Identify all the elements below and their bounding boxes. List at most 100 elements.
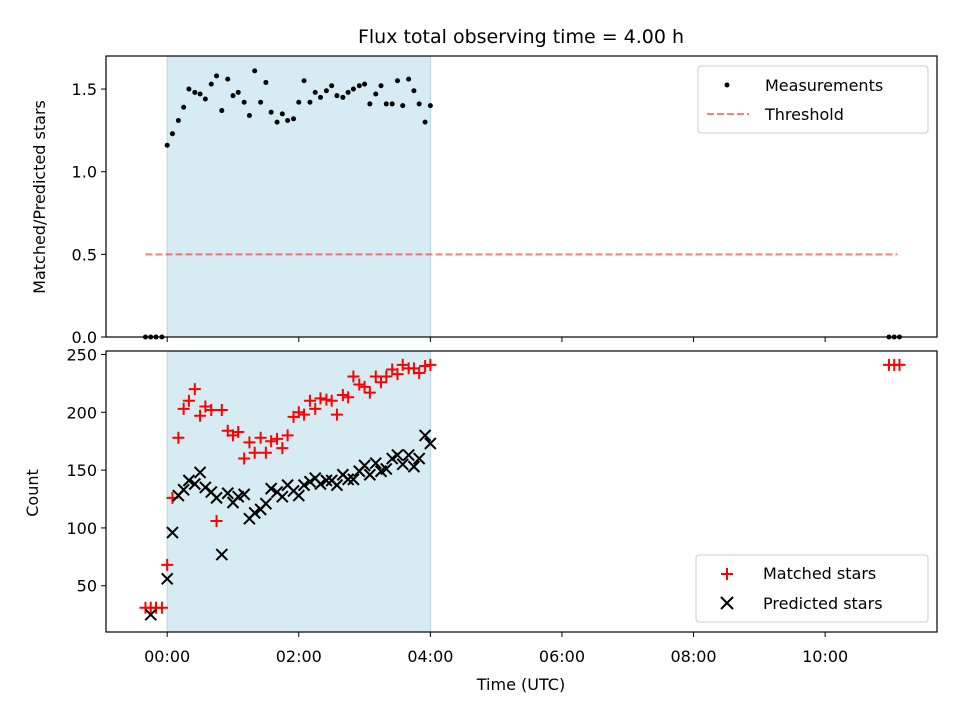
matched-star-point xyxy=(238,452,251,465)
legend-predicted-marker xyxy=(720,596,734,610)
top-y-axis-ticks: 0.0 0.5 1.0 1.5 xyxy=(72,80,106,347)
predicted-star-point xyxy=(248,506,261,520)
matched-star-point xyxy=(391,368,404,381)
measurement-point xyxy=(411,88,417,94)
measurement-point xyxy=(235,89,241,95)
measurement-point xyxy=(169,131,175,137)
bottom-y-tick-label: 50 xyxy=(77,577,97,596)
top-panel: 0.0 0.5 1.0 1.5 Matched/Predicted stars Mea… xyxy=(30,55,938,347)
x-tick-label: 02:00 xyxy=(276,647,322,666)
matched-star-point xyxy=(194,409,207,422)
predicted-star-point xyxy=(160,572,174,586)
measurement-point xyxy=(208,81,214,87)
predicted-star-point xyxy=(320,474,333,487)
bottom-y-axis-label: Count xyxy=(23,469,42,517)
bottom-axes-frame xyxy=(105,350,938,633)
predicted-stars-points xyxy=(144,429,437,621)
measurement-point xyxy=(296,99,302,105)
measurement-point xyxy=(241,99,247,105)
matched-star-point xyxy=(893,358,906,371)
predicted-star-point xyxy=(418,429,432,442)
predicted-star-point xyxy=(369,456,382,470)
bottom-y-tick-label: 100 xyxy=(66,519,97,538)
measurement-point xyxy=(323,88,329,94)
chart-title: Flux total observing time = 4.00 h xyxy=(358,26,684,48)
legend-predicted-label: Predicted stars xyxy=(763,594,883,613)
measurement-point xyxy=(312,89,318,95)
measurement-point xyxy=(285,117,291,123)
matched-star-point xyxy=(358,380,371,393)
matched-star-point xyxy=(292,406,305,419)
matched-star-point xyxy=(353,378,366,391)
bottom-y-tick-label: 250 xyxy=(66,345,97,364)
measurement-point xyxy=(219,108,225,114)
measurement-point xyxy=(362,81,368,87)
bottom-legend: Matched stars Predicted stars xyxy=(695,554,929,623)
matched-star-point xyxy=(298,408,311,421)
measurement-point xyxy=(400,103,406,109)
matched-star-point xyxy=(259,446,272,459)
measurement-point xyxy=(279,111,285,117)
predicted-star-point xyxy=(396,458,409,471)
measurement-point xyxy=(291,116,297,122)
x-tick-label: 00:00 xyxy=(144,647,190,666)
bottom-y-axis-ticks: 50 100 150 200 250 xyxy=(66,345,106,596)
measurement-point xyxy=(164,142,170,148)
measurement-point xyxy=(186,86,192,92)
matched-star-point xyxy=(413,366,426,379)
matched-star-point xyxy=(205,403,218,416)
matched-star-point xyxy=(210,514,223,527)
top-legend-frame xyxy=(697,65,929,134)
bottom-legend-frame xyxy=(695,554,929,623)
top-x-axis-ticks xyxy=(166,337,826,342)
matched-star-point xyxy=(243,436,256,449)
predicted-star-point xyxy=(407,460,421,473)
measurement-point xyxy=(422,119,428,125)
predicted-star-point xyxy=(297,478,311,492)
predicted-star-point xyxy=(237,488,251,501)
matched-star-point xyxy=(182,394,195,407)
measurement-point xyxy=(301,78,307,84)
measurement-point xyxy=(307,99,313,105)
x-tick-label: 10:00 xyxy=(802,647,848,666)
matched-star-point xyxy=(232,425,245,438)
matched-star-point xyxy=(303,394,316,407)
predicted-star-point xyxy=(292,489,305,502)
predicted-star-point xyxy=(391,448,404,462)
bottom-x-axis-ticks: 00:00 02:00 04:00 06:00 08:00 10:00 xyxy=(144,632,848,666)
measurement-point xyxy=(258,99,264,105)
measurement-point xyxy=(246,113,252,119)
predicted-star-point xyxy=(188,477,202,491)
measurement-point xyxy=(175,117,181,123)
matched-star-point xyxy=(336,388,349,401)
predicted-star-point xyxy=(358,459,371,472)
matched-star-point xyxy=(419,360,432,373)
x-tick-label: 06:00 xyxy=(539,647,585,666)
matched-star-point xyxy=(215,403,228,416)
matched-star-point xyxy=(424,358,437,371)
measurement-point xyxy=(406,76,412,82)
matched-star-point xyxy=(309,402,322,415)
measurement-point xyxy=(252,68,258,74)
predicted-star-point xyxy=(210,491,223,505)
measurement-point xyxy=(268,109,274,115)
x-tick-label: 04:00 xyxy=(407,647,453,666)
bottom-panel: 50 100 150 200 250 00:00 02:00 04:00 06:00 08:00… xyxy=(23,345,938,694)
measurement-point xyxy=(197,91,203,97)
measurement-point xyxy=(192,89,198,95)
measurement-point xyxy=(350,86,356,92)
matched-star-point xyxy=(248,446,261,459)
matched-star-point xyxy=(314,392,327,405)
measurement-point xyxy=(373,91,379,97)
predicted-star-point xyxy=(363,468,377,481)
predicted-star-point xyxy=(276,490,289,503)
matched-star-point xyxy=(380,370,393,383)
matched-star-point xyxy=(342,391,355,404)
matched-star-point xyxy=(320,393,333,406)
x-tick-label: 08:00 xyxy=(671,647,717,666)
measurement-point xyxy=(214,73,220,79)
predicted-star-point xyxy=(264,482,278,495)
predicted-star-point xyxy=(314,477,327,491)
matched-star-point xyxy=(155,601,168,614)
